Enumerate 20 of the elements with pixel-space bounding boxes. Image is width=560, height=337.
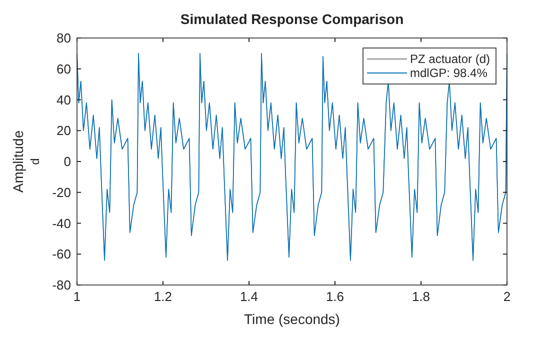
x-tick-label: 1.4 [240,289,258,304]
y-tick-label: -80 [52,278,71,292]
legend-label: mdlGP: 98.4% [410,66,488,80]
x-tick-label: 1.8 [412,289,430,304]
legend-label: PZ actuator (d) [410,52,490,66]
y-tick-label: 80 [56,30,71,46]
y-tick-label: 60 [56,61,71,76]
y-tick-label: -60 [52,246,71,262]
y-tick-label: 0 [64,154,71,169]
x-tick-label: 1 [73,289,81,304]
x-axis-title: Time (seconds) [244,311,340,327]
chart-title: Simulated Response Comparison [180,11,404,27]
x-tick-label: 1.2 [154,289,172,304]
x-tick-label: 1.6 [326,289,344,304]
x-tick-label: 2 [503,289,511,304]
y-tick-label: -20 [52,184,71,200]
y-tick-label: -40 [52,216,71,231]
y-axis-title: Amplitude d [10,130,42,193]
y-tick-label: 40 [56,92,71,108]
y-tick-label: 20 [56,123,71,138]
